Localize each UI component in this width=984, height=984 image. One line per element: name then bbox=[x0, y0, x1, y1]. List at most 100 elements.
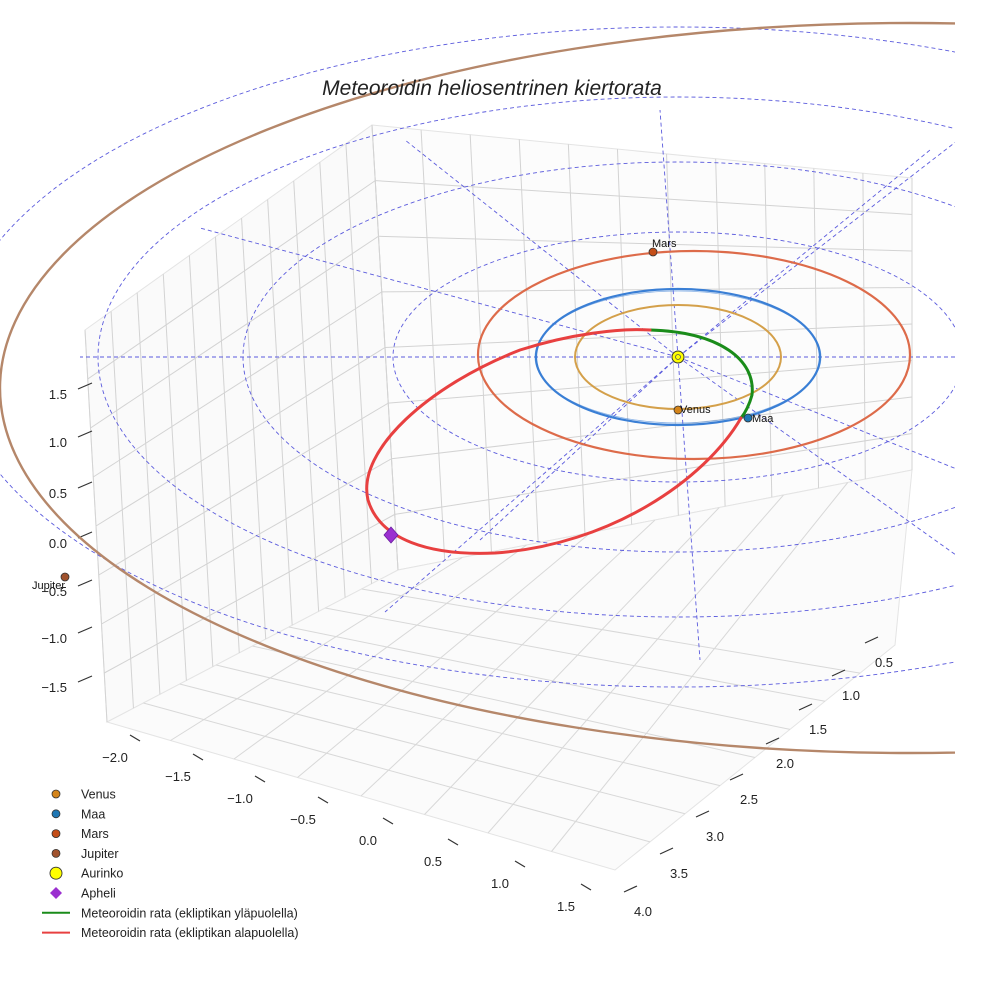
bodies: Venus Maa Mars Jupiter bbox=[32, 238, 774, 592]
y-tick bbox=[831, 669, 846, 677]
axis-grid bbox=[84, 124, 913, 723]
z-tick-label: −0.5 bbox=[41, 584, 67, 599]
x-tick-label: 1.5 bbox=[557, 899, 575, 914]
chart-title: Meteoroidin heliosentrinen kiertorata bbox=[322, 77, 662, 100]
earth-marker bbox=[743, 413, 753, 423]
legend-label: Apheli bbox=[81, 887, 116, 901]
x-tick bbox=[514, 860, 526, 868]
jupiter-marker bbox=[60, 572, 70, 582]
x-axis-labels: −2.0 −1.5 −1.0 −0.5 0.0 0.5 1.0 1.5 bbox=[102, 750, 575, 914]
aphelion-marker bbox=[383, 526, 399, 544]
grid-line bbox=[378, 235, 913, 252]
grid-line bbox=[394, 433, 913, 515]
grid-line bbox=[297, 532, 592, 778]
grid-line bbox=[233, 544, 527, 760]
grid-line bbox=[101, 458, 392, 625]
grid-line bbox=[95, 347, 386, 527]
ecliptic-spoke bbox=[199, 227, 679, 358]
mars-marker bbox=[648, 247, 658, 257]
z-tick-label: −1.5 bbox=[41, 680, 67, 695]
z-tick-label: 0.0 bbox=[49, 536, 67, 551]
legend-label: Maa bbox=[81, 807, 105, 821]
ecliptic-ring bbox=[0, 26, 955, 688]
y-tick bbox=[695, 810, 710, 818]
y-tick bbox=[659, 847, 674, 855]
z-tick bbox=[77, 382, 93, 390]
grid-line bbox=[90, 235, 379, 429]
grid-line bbox=[216, 664, 721, 787]
planet-orbits bbox=[0, 21, 955, 755]
earth-orbit-shadow bbox=[534, 290, 822, 424]
legend-marker bbox=[51, 809, 61, 819]
grid-line bbox=[375, 180, 913, 215]
ecliptic-spoke bbox=[384, 356, 679, 613]
grid-line bbox=[143, 702, 651, 843]
y-tick-label: 3.0 bbox=[706, 829, 724, 844]
x-tick-label: −0.5 bbox=[290, 812, 316, 827]
x-tick bbox=[192, 753, 204, 761]
grid-line bbox=[252, 645, 756, 758]
ecliptic-spoke bbox=[404, 139, 679, 358]
axis-ticks bbox=[77, 382, 879, 893]
ecliptic-spoke bbox=[677, 356, 955, 469]
legend-label: Venus bbox=[81, 788, 116, 802]
y-tick-label: 1.5 bbox=[809, 722, 827, 737]
venus-label: Venus bbox=[680, 404, 711, 416]
z-tick bbox=[77, 579, 93, 587]
mars-label: Mars bbox=[652, 238, 677, 250]
sun-marker bbox=[671, 350, 685, 364]
legend-label: Mars bbox=[81, 827, 109, 841]
z-tick bbox=[77, 481, 93, 489]
legend-item-meteoroidin-rata-ekliptikan-yl-puolella-: Meteoroidin rata (ekliptikan yläpuolella… bbox=[42, 906, 298, 920]
ecliptic-grid bbox=[0, 26, 955, 688]
x-tick bbox=[317, 796, 329, 804]
x-tick bbox=[254, 775, 266, 783]
legend-item-aurinko: Aurinko bbox=[49, 866, 123, 881]
x-tick-label: −2.0 bbox=[102, 750, 128, 765]
y-tick-label: 0.5 bbox=[875, 655, 893, 670]
grid-line bbox=[98, 402, 389, 576]
grid-line bbox=[424, 507, 720, 815]
meteoroid-orbit-above bbox=[648, 328, 754, 420]
x-tick bbox=[447, 838, 459, 846]
grid-line bbox=[361, 588, 861, 674]
grid-line bbox=[179, 683, 686, 815]
ecliptic-ring bbox=[392, 231, 955, 483]
x-tick bbox=[129, 734, 141, 742]
y-axis-labels: 0.5 1.0 1.5 2.0 2.5 3.0 3.5 4.0 bbox=[634, 655, 893, 919]
meteoroid-orbit-below bbox=[365, 328, 743, 555]
legend-item-maa: Maa bbox=[51, 807, 105, 821]
legend-marker bbox=[51, 829, 61, 838]
ecliptic-spoke bbox=[677, 141, 955, 358]
z-tick-label: 1.0 bbox=[49, 435, 67, 450]
legend-label: Aurinko bbox=[81, 867, 123, 881]
jupiter-orbit bbox=[0, 21, 955, 755]
jupiter-label: Jupiter bbox=[32, 580, 65, 592]
x-tick-label: −1.0 bbox=[227, 791, 253, 806]
legend-item-meteoroidin-rata-ekliptikan-alapuolella-: Meteoroidin rata (ekliptikan alapuolella… bbox=[42, 926, 298, 940]
y-tick bbox=[798, 703, 813, 711]
grid-line bbox=[391, 396, 913, 460]
y-tick bbox=[864, 636, 879, 644]
grid-line bbox=[360, 519, 656, 797]
ecliptic-spoke bbox=[479, 356, 679, 541]
legend-label: Meteoroidin rata (ekliptikan alapuolella… bbox=[81, 926, 298, 940]
y-tick-label: 1.0 bbox=[842, 688, 860, 703]
venus-marker bbox=[673, 405, 683, 415]
legend: Venus Maa Mars Jupiter Aurinko Apheli Meteoroi… bbox=[42, 788, 298, 940]
legend-marker bbox=[49, 866, 63, 880]
legend-item-apheli: Apheli bbox=[50, 887, 116, 901]
legend-item-jupiter: Jupiter bbox=[51, 847, 119, 861]
legend-label: Meteoroidin rata (ekliptikan yläpuolella… bbox=[81, 906, 298, 920]
legend-label: Jupiter bbox=[81, 847, 119, 861]
sun-core bbox=[675, 354, 681, 360]
legend-marker bbox=[50, 887, 62, 899]
ecliptic-spoke bbox=[659, 109, 679, 358]
y-tick-label: 2.5 bbox=[740, 792, 758, 807]
y-tick bbox=[623, 885, 638, 893]
x-tick-label: 0.0 bbox=[359, 833, 377, 848]
z-tick bbox=[77, 626, 93, 634]
grid-line bbox=[104, 513, 395, 674]
grid-line bbox=[87, 180, 376, 380]
